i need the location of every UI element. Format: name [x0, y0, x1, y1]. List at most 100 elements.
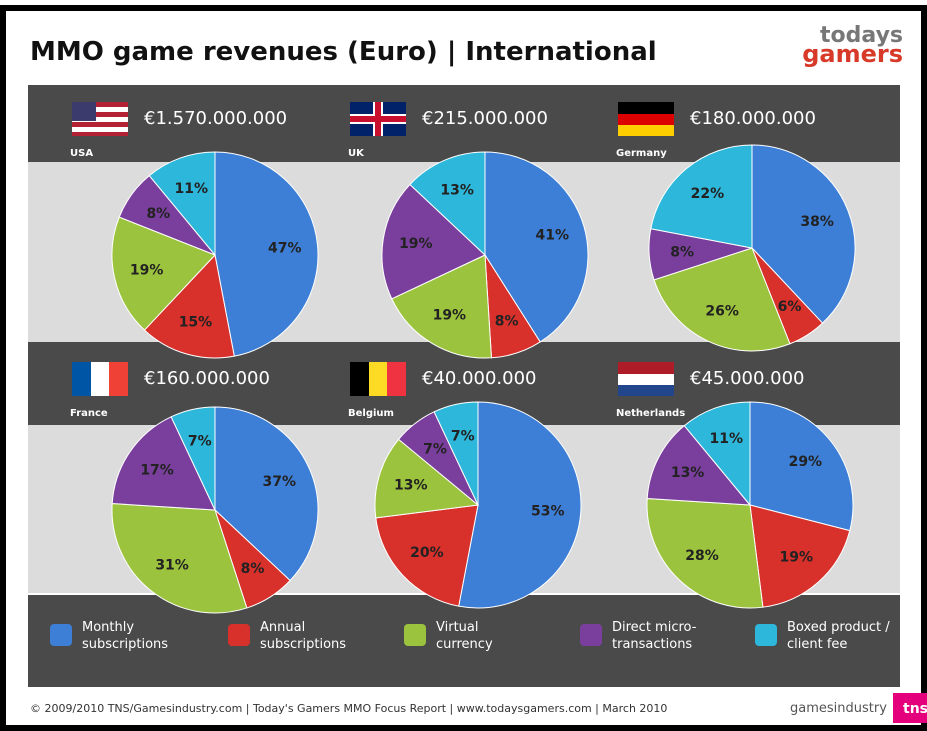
- country: Belgium: [348, 408, 394, 419]
- flag-part: [618, 385, 674, 396]
- slice-label: 37%: [263, 474, 297, 490]
- logo: todays: [820, 23, 903, 48]
- pie-slice: [653, 247, 791, 352]
- pie-slice: [148, 151, 216, 257]
- slice-label: 15%: [179, 314, 213, 330]
- revenue: €45.000.000: [690, 368, 805, 389]
- footer: © 2009/2010 TNS/Gamesindustry.com | Toda…: [30, 702, 667, 715]
- flag-part: [72, 107, 128, 112]
- pie-slice: [381, 183, 486, 300]
- flag: [350, 102, 406, 136]
- slice-label: 13%: [394, 477, 428, 493]
- pie-slice: [111, 503, 248, 614]
- flag-part: [72, 127, 128, 132]
- logo-box: [893, 693, 927, 723]
- slice-label: 22%: [691, 186, 725, 202]
- pie-slice: [650, 144, 753, 249]
- slice-label: 13%: [671, 465, 705, 481]
- slice-label: 29%: [789, 454, 823, 470]
- flag: [72, 362, 128, 396]
- pie-slice: [433, 401, 479, 506]
- flag-part: [72, 117, 128, 122]
- flag-part: [618, 374, 674, 385]
- revenue: €180.000.000: [690, 108, 816, 129]
- flag: [72, 102, 128, 136]
- slice-label: 17%: [140, 463, 174, 479]
- pie-slice: [391, 254, 492, 359]
- pie-slice: [646, 498, 764, 609]
- pie-slice: [409, 151, 486, 257]
- flag-part: [109, 362, 128, 396]
- pie-slice: [683, 401, 751, 507]
- slice-label: 7%: [423, 442, 447, 458]
- flag-part: [350, 362, 369, 396]
- flag: [618, 362, 674, 396]
- slice-label: 19%: [780, 550, 814, 566]
- flag-part: [72, 362, 91, 396]
- slice-label: 11%: [175, 181, 209, 197]
- country: France: [70, 408, 108, 419]
- legend-label: Boxed product / client fee: [787, 620, 890, 652]
- slice-label: 7%: [188, 434, 212, 450]
- slice-label: 26%: [705, 303, 739, 319]
- pie-slice: [111, 416, 216, 511]
- revenue: €215.000.000: [422, 108, 548, 129]
- pie-slice: [214, 406, 319, 582]
- slice-label: 8%: [495, 314, 519, 330]
- country: Germany: [616, 148, 667, 159]
- flag: [350, 362, 406, 396]
- slice-label: 41%: [536, 227, 570, 243]
- logo: gamers: [802, 40, 903, 68]
- pie-slice: [375, 504, 479, 607]
- legend-swatch: [404, 624, 426, 646]
- slice-label: 38%: [800, 214, 834, 230]
- logo: gamesindustry: [790, 701, 887, 716]
- pie-slice: [751, 144, 856, 324]
- slice-label: 31%: [155, 557, 189, 573]
- pie-slice: [749, 504, 851, 608]
- slice-label: 8%: [670, 244, 694, 260]
- country: UK: [348, 148, 365, 159]
- slice-label: 28%: [685, 548, 719, 564]
- legend-swatch: [50, 624, 72, 646]
- legend-band: [28, 595, 900, 687]
- slice-label: 47%: [268, 240, 302, 256]
- legend-swatch: [228, 624, 250, 646]
- logo: tns: [903, 701, 927, 717]
- flag-part: [72, 102, 96, 121]
- legend-label: Virtual currency: [436, 620, 493, 652]
- legend-label: Monthly subscriptions: [82, 620, 169, 652]
- pie-slice: [749, 401, 854, 532]
- revenue: €160.000.000: [144, 368, 270, 389]
- slice-label: 20%: [410, 545, 444, 561]
- slice-label: 11%: [710, 431, 744, 447]
- flag-part: [387, 362, 406, 396]
- slice-label: 7%: [451, 429, 475, 445]
- flag: [618, 102, 674, 136]
- flag-part: [91, 362, 109, 396]
- country: USA: [70, 148, 93, 159]
- flag-part: [618, 102, 674, 114]
- flags: [72, 102, 674, 396]
- pie-slice: [170, 406, 216, 511]
- pie-slice: [646, 424, 752, 506]
- legend-swatch: [755, 624, 777, 646]
- legend-label: Direct micro-transactions: [612, 620, 697, 652]
- flag-part: [618, 125, 674, 136]
- flag-part: [375, 102, 381, 136]
- pie-slice: [458, 401, 582, 609]
- flag-part: [618, 114, 674, 125]
- country: Netherlands: [616, 408, 685, 419]
- legend-label: Annual subscriptions: [260, 620, 347, 652]
- slice-label: 19%: [399, 236, 433, 252]
- slice-label: 6%: [778, 299, 802, 315]
- pie-slice: [143, 253, 235, 359]
- slice-label: 19%: [130, 262, 164, 278]
- revenue: €1.570.000.000: [144, 108, 287, 129]
- chart-title: MMO game revenues (Euro) | International: [30, 37, 657, 67]
- pie-slice: [484, 151, 589, 343]
- flag-part: [369, 362, 387, 396]
- slice-label: 8%: [241, 561, 265, 577]
